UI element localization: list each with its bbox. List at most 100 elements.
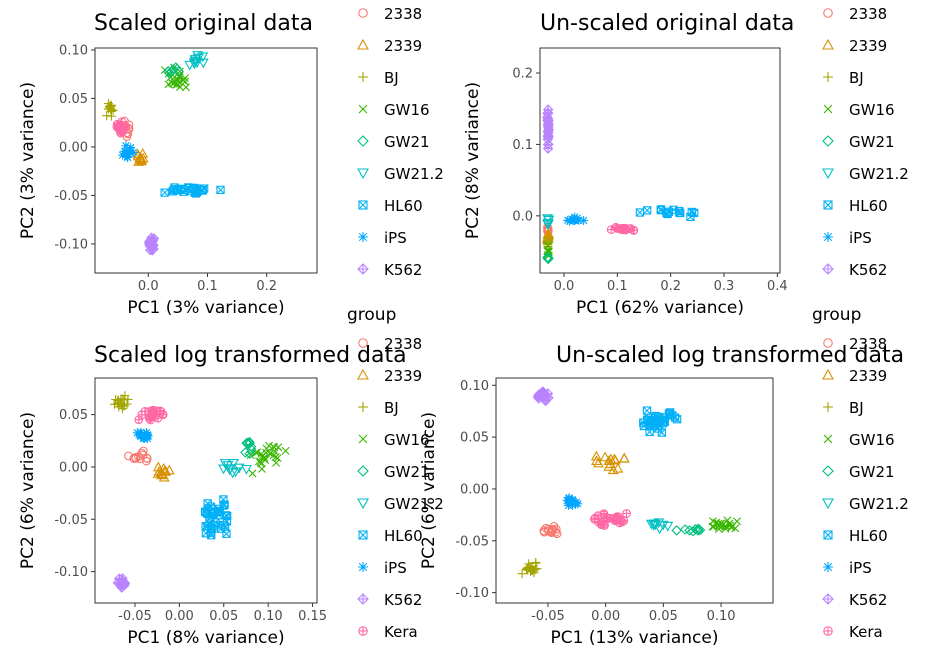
point-iPS (564, 497, 574, 507)
point-GW21.2 (227, 468, 239, 479)
point-HL60 (649, 421, 659, 430)
legend-label: GW21 (384, 133, 430, 151)
point-BJ (526, 566, 536, 576)
point-iPS (569, 215, 579, 225)
point-iPS (136, 427, 146, 437)
legend-title: group (812, 305, 861, 325)
point-GW21 (244, 448, 256, 459)
y-tick-label: 0.00 (460, 482, 489, 497)
legend-key-HL60 (823, 530, 833, 540)
x-tick-label: 0.05 (209, 609, 238, 624)
point-Kera (146, 415, 155, 425)
legend-label: iPS (384, 229, 407, 247)
point-iPS (564, 495, 574, 505)
legend-key-2339 (357, 38, 369, 50)
x-tick-label: 0.1 (197, 279, 218, 294)
point-BJ (122, 399, 132, 409)
legend-label: GW21 (384, 463, 430, 481)
point-2338 (142, 454, 152, 463)
point-GW21 (242, 437, 253, 449)
legend-key-iPS (823, 232, 833, 242)
legend-label: HL60 (849, 197, 888, 215)
point-K562 (542, 143, 554, 154)
point-HL60 (207, 524, 217, 534)
point-GW21 (684, 525, 695, 536)
points (109, 391, 290, 593)
legend-key-GW21 (357, 135, 369, 147)
point-2339 (590, 450, 602, 461)
point-GW21 (694, 524, 706, 536)
point-HL60 (687, 207, 696, 217)
point-GW21 (244, 438, 255, 449)
y-tick-label: 0.0 (512, 209, 533, 224)
legend-key-GW16 (823, 104, 833, 114)
point-2338 (551, 527, 561, 537)
panel-2: 0.0 0.1 0.2 0.3 0.4 0.0 0.1 0.2 PC1 (62% varianc… (463, 11, 794, 318)
legend-label: BJ (384, 69, 399, 87)
point-2338 (540, 527, 549, 537)
point-GW21.2 (230, 467, 242, 478)
legend-label: 2339 (384, 367, 422, 385)
point-BJ (117, 404, 127, 414)
legend-key-HL60 (358, 530, 368, 540)
point-Kera (612, 512, 622, 521)
legend-key-2338 (823, 8, 833, 18)
legend-label: GW21 (849, 463, 895, 481)
y-tick-label: -0.05 (54, 513, 88, 528)
x-tick-label: 0.00 (165, 609, 194, 624)
legend-label: Kera (384, 623, 418, 641)
point-iPS (122, 148, 132, 158)
legend-label: GW21.2 (384, 495, 444, 513)
point-2339 (607, 464, 619, 475)
point-2338 (547, 528, 556, 538)
point-GW16 (717, 519, 726, 528)
x-tick-label: 0.2 (256, 279, 277, 294)
legend-label: GW16 (849, 101, 895, 119)
x-tick-label: -0.05 (118, 609, 152, 624)
point-GW16 (733, 517, 741, 526)
point-Kera (617, 517, 627, 527)
legend-label: 2338 (384, 5, 422, 23)
legend-key-2339 (822, 38, 834, 50)
legend-label: GW16 (384, 101, 430, 119)
x-tick-label: -0.05 (531, 609, 565, 624)
legend-key-Kera (359, 297, 368, 306)
point-HL60 (160, 188, 169, 197)
point-BJ (102, 111, 112, 121)
point-GW21 (244, 436, 255, 448)
y-tick-label: 0.10 (460, 379, 489, 394)
point-BJ (517, 569, 527, 579)
point-2338 (137, 448, 147, 458)
point-GW21.2 (240, 464, 252, 475)
point-BJ (543, 239, 553, 249)
point-GW21 (543, 252, 554, 264)
point-Kera (629, 226, 639, 235)
point-GW16 (731, 524, 740, 533)
point-iPS (564, 493, 574, 503)
legend-label: 2338 (849, 335, 887, 353)
point-BJ (522, 564, 532, 574)
legend-label: iPS (849, 229, 872, 247)
point-iPS (565, 216, 575, 226)
legend-key-Kera (358, 626, 368, 636)
legend-label: GW16 (849, 431, 895, 449)
point-GW16 (257, 464, 266, 473)
legend-label: HL60 (384, 527, 423, 545)
point-K562 (118, 577, 130, 589)
x-axis-label: PC1 (13% variance) (551, 628, 719, 648)
x-tick-label: 0.10 (254, 609, 283, 624)
point-GW16 (172, 80, 181, 89)
point-HL60 (202, 508, 211, 517)
point-Kera (134, 415, 144, 425)
legend-label: 2338 (849, 5, 887, 23)
chart-title: Un-scaled log transformed data (556, 343, 904, 368)
x-tick-label: 0.15 (298, 609, 327, 624)
point-HL60 (676, 208, 685, 218)
y-tick-label: 0.00 (59, 460, 88, 475)
panel-3: -0.05 0.00 0.05 0.10 0.15 -0.10 -0.05 0.00 0.05 P… (18, 343, 407, 648)
point-BJ (113, 395, 123, 405)
point-GW16 (248, 469, 257, 478)
legend-key-2338 (358, 8, 368, 18)
